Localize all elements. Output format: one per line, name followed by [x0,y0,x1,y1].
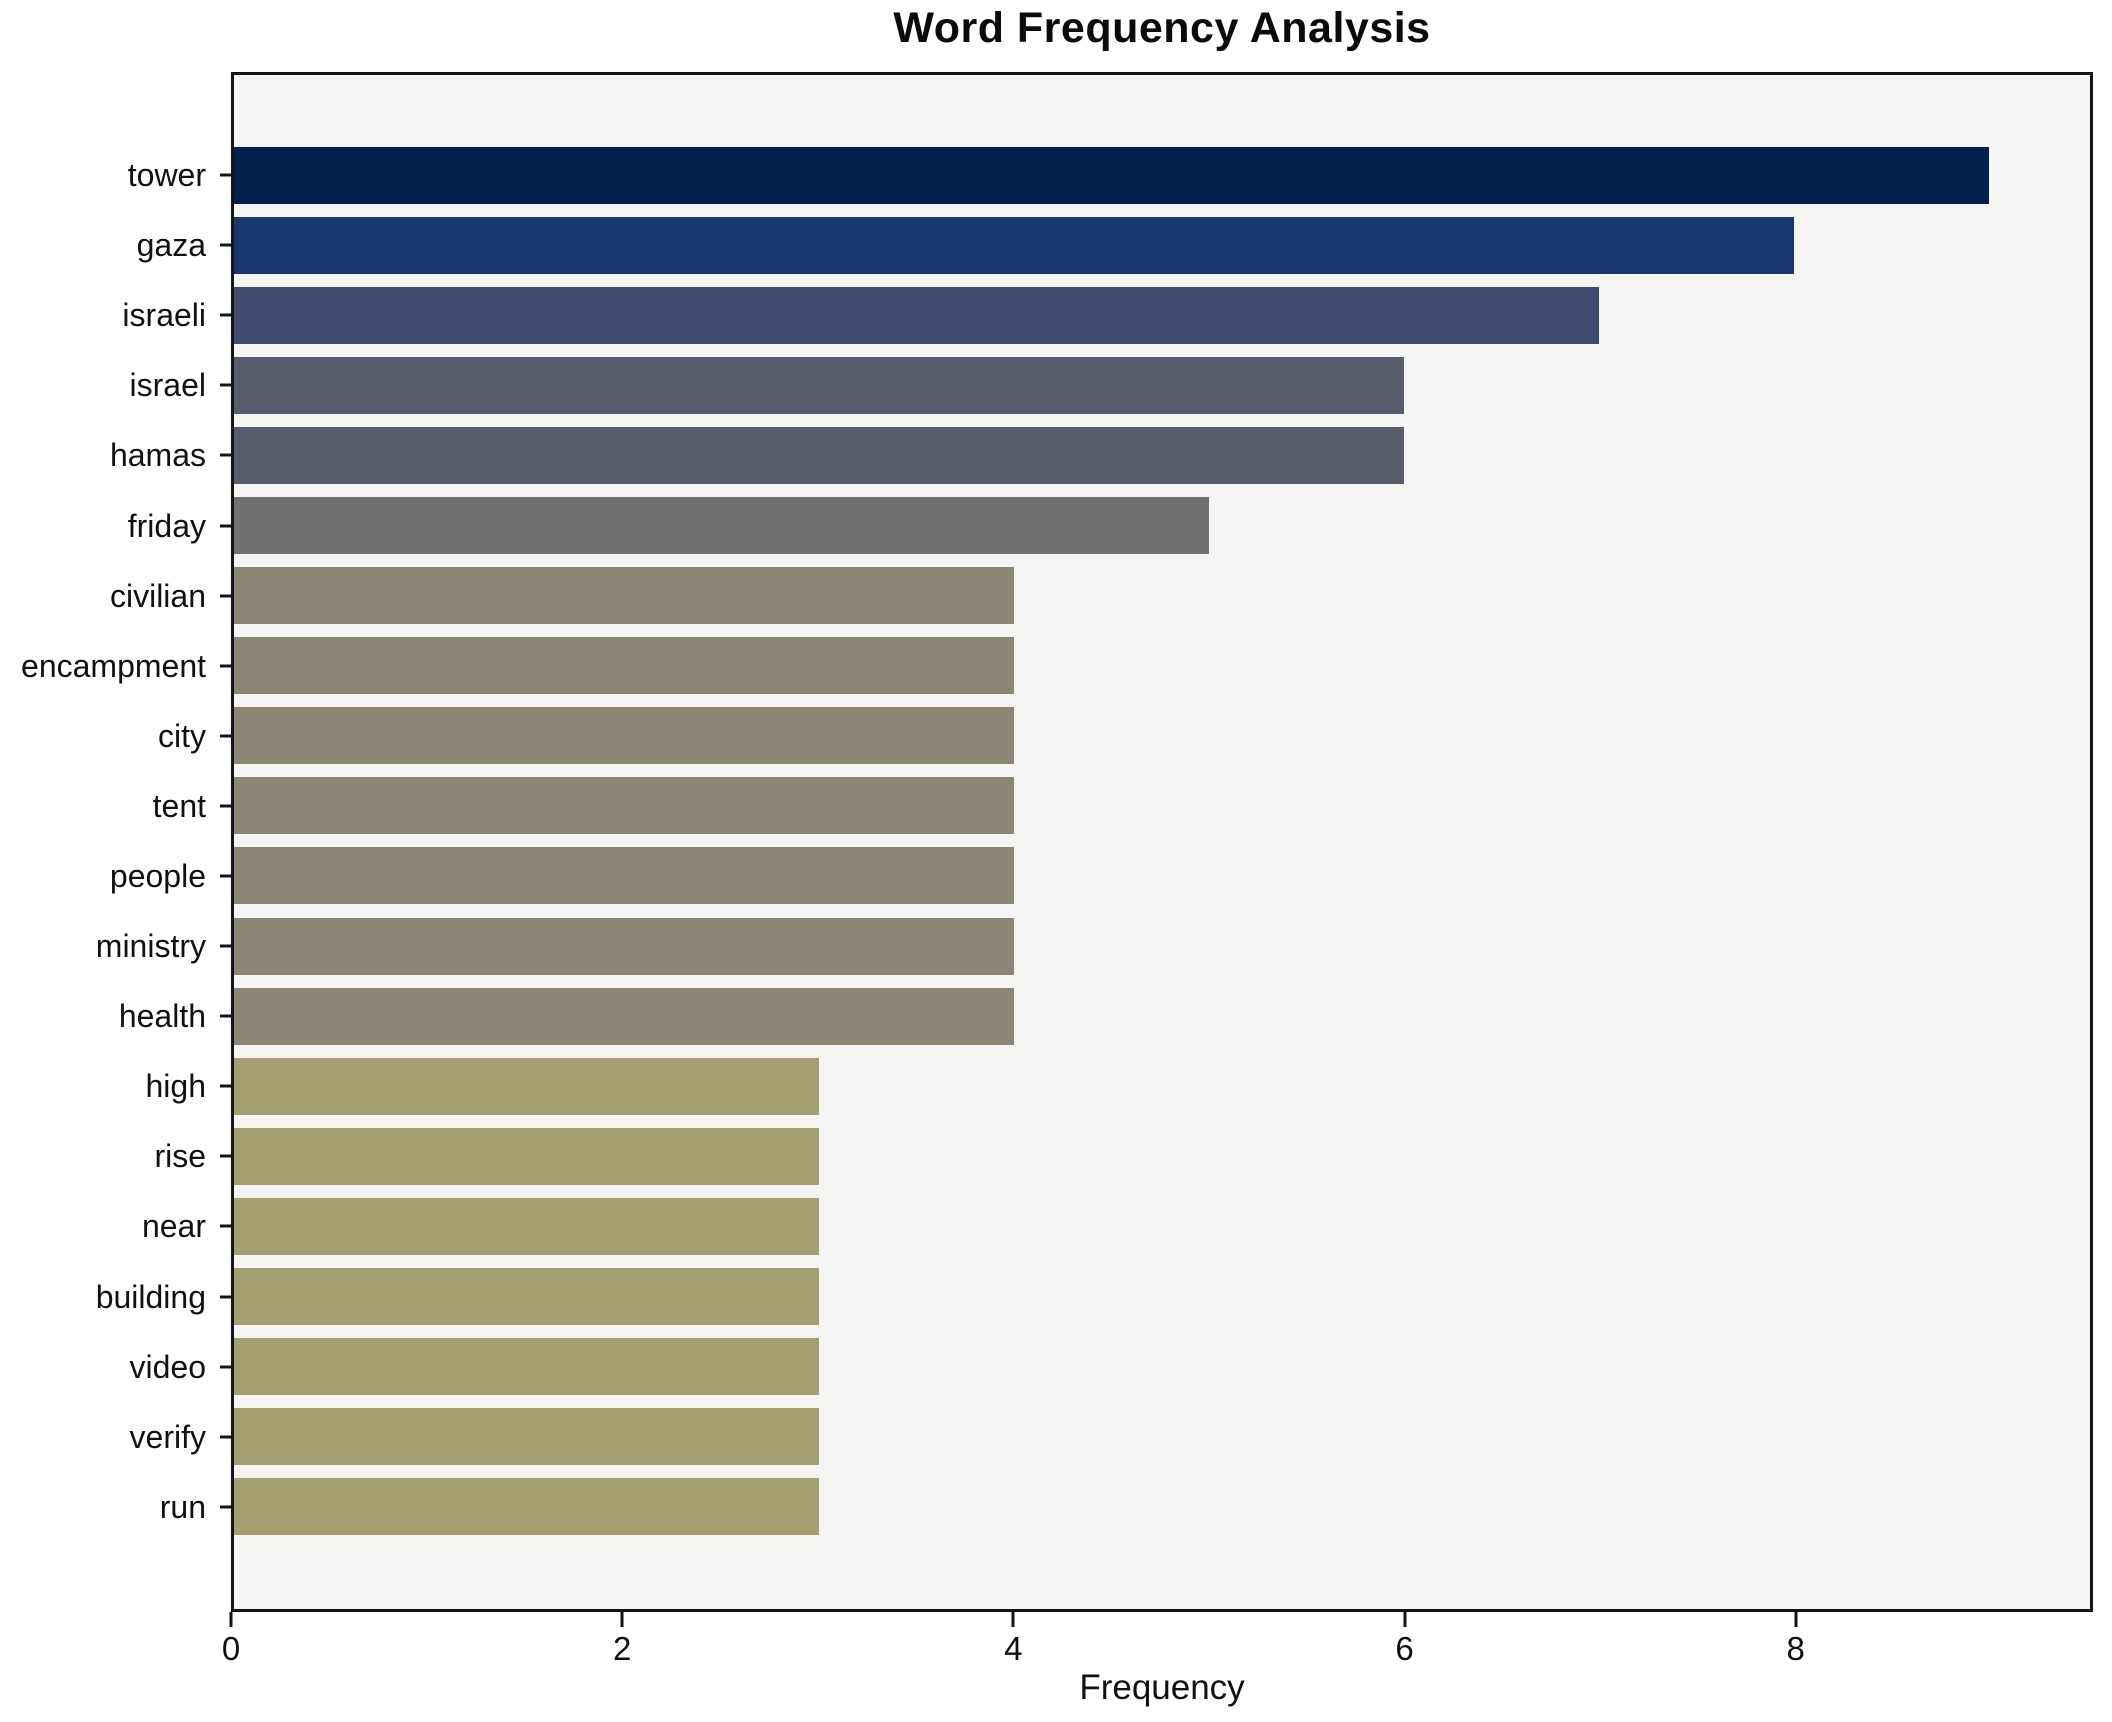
y-tick-mark [220,1224,234,1228]
bar [234,987,1014,1045]
y-tick-mark [220,1295,234,1299]
x-tick-mark [229,1612,233,1627]
category-label: israel [129,367,206,404]
category-label: high [145,1068,207,1105]
bar-row: health [119,981,2090,1051]
bar [234,1268,819,1326]
x-tick-mark [1011,1612,1015,1627]
y-tick-mark [220,1435,234,1439]
y-tick-mark [220,1505,234,1509]
bar [234,497,1209,555]
bar [234,1338,819,1396]
y-tick-mark [220,664,234,668]
x-tick-label: 4 [1004,1630,1023,1667]
category-label: building [95,1278,206,1315]
category-label: civilian [109,577,206,614]
bar-row: hamas [110,420,2090,490]
bar [234,426,1404,484]
bar-row: high [146,1051,2090,1121]
bar [234,707,1014,765]
y-tick-mark [220,524,234,528]
x-tick-label: 8 [1786,1630,1805,1667]
bar [234,567,1014,625]
y-tick-mark [220,453,234,457]
bar-row: encampment [21,631,2090,701]
bar-row: friday [128,490,2090,560]
y-tick-mark [220,734,234,738]
category-label: video [129,1348,207,1385]
bar-row: city [158,701,2090,771]
category-label: tent [152,787,206,824]
bar [234,1057,819,1115]
bar [234,286,1599,344]
x-tick-mark [1403,1612,1407,1627]
bar-row: verify [130,1402,2090,1472]
bar [234,847,1014,905]
category-label: encampment [21,647,206,684]
bar [234,216,1794,274]
bar-row: video [130,1332,2090,1402]
x-tick-label: 2 [612,1630,632,1667]
bar-row: civilian [110,561,2090,631]
bars: tower gaza israeli israel hamas friday civilia… [21,75,2090,1609]
category-label: ministry [95,928,206,965]
category-label: health [118,998,206,1035]
bar-row: near [142,1191,2090,1261]
category-label: near [141,1208,206,1245]
x-tick-label: 6 [1395,1630,1414,1667]
y-tick-mark [220,1154,234,1158]
y-tick-mark [220,173,234,177]
bar-row: israel [130,350,2090,420]
x-tick-mark [1794,1612,1798,1627]
y-tick-mark [220,1084,234,1088]
category-label: israeli [122,297,206,334]
category-label: run [159,1488,206,1525]
category-label: city [158,717,206,754]
x-axis-title: Frequency [1079,1668,1245,1707]
plot-area: tower gaza israeli israel hamas friday civilia… [21,72,2093,1612]
bar [234,637,1014,695]
bar [234,1408,819,1466]
bar-row: rise [154,1121,2090,1191]
category-label: tower [127,157,206,194]
bar-row: israeli [122,280,2090,350]
y-tick-mark [220,874,234,878]
y-tick-mark [220,594,234,598]
y-tick-mark [220,383,234,387]
category-label: friday [127,507,206,544]
bar [234,777,1014,835]
category-label: hamas [109,437,206,474]
bar-row: gaza [137,210,2090,280]
y-tick-mark [220,1014,234,1018]
category-label: verify [129,1418,206,1455]
bar-row: tent [153,771,2090,841]
y-tick-mark [220,243,234,247]
bar-row: ministry [96,911,2090,981]
bar-row: tower [128,140,2090,210]
y-tick-mark [220,804,234,808]
x-tick-mark [620,1612,624,1627]
category-label: rise [154,1138,206,1175]
x-axis: 0 2 4 6 8 [222,1612,2093,1722]
bar [234,146,1989,204]
bar [234,1197,819,1255]
category-label: people [109,857,206,894]
y-tick-mark [220,313,234,317]
chart-title: Word Frequency Analysis [893,4,1431,52]
bar-row: building [96,1262,2090,1332]
bar-row: run [160,1472,2090,1542]
y-tick-mark [220,944,234,948]
bar [234,1478,819,1536]
bar-row: people [110,841,2090,911]
bar [234,917,1014,975]
category-label: gaza [136,227,206,264]
bar [234,356,1404,414]
y-tick-mark [220,1365,234,1369]
x-tick-label: 0 [221,1630,241,1667]
bar [234,1127,819,1185]
